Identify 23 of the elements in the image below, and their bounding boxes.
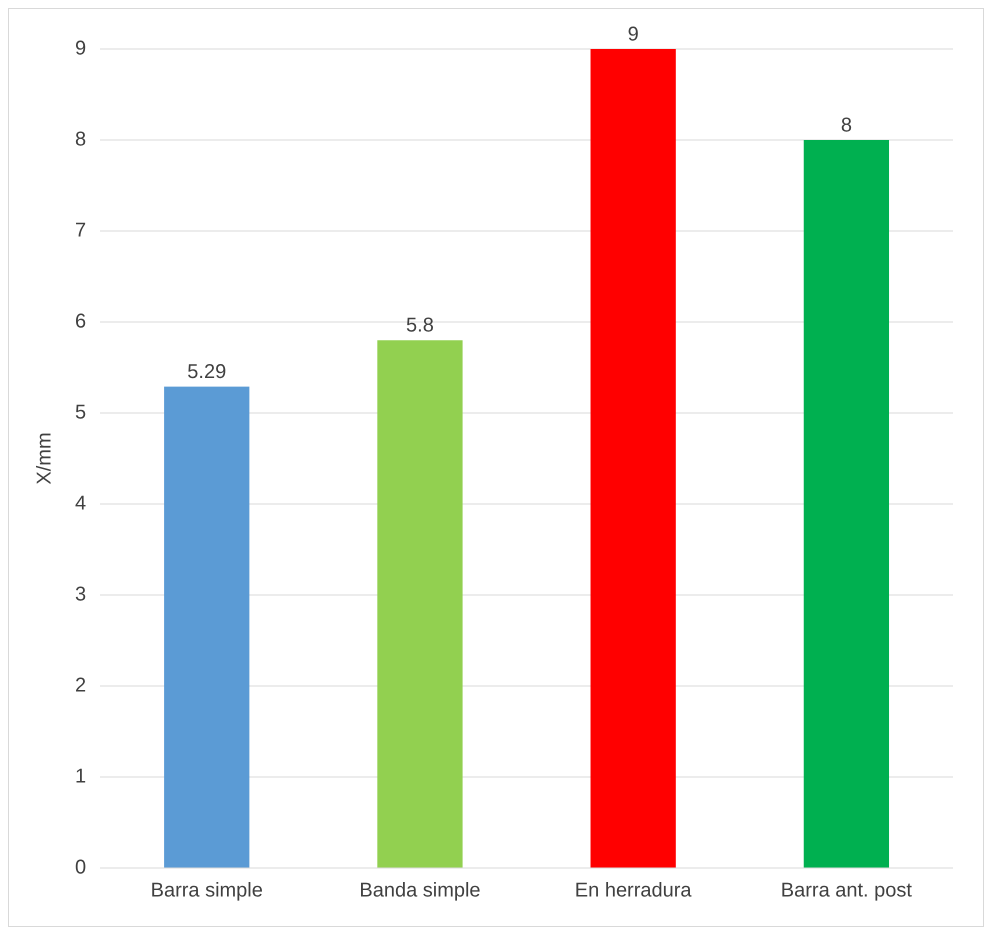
x-tick-label: En herradura: [574, 880, 692, 902]
bar: [377, 340, 463, 868]
data-label: 5.8: [406, 314, 434, 337]
bar: [590, 49, 676, 868]
y-tick-label: 9: [75, 38, 86, 60]
x-tick-label: Barra ant. post: [780, 880, 912, 902]
data-label: 9: [628, 24, 639, 46]
x-tick-label: Banda simple: [359, 880, 481, 902]
bar: [164, 386, 250, 868]
y-tick-label: 0: [75, 856, 86, 879]
y-tick-label: 3: [75, 584, 86, 606]
y-tick-label: 4: [75, 492, 86, 515]
y-axis-title: X/mm: [34, 432, 56, 485]
bar: [804, 140, 890, 868]
y-tick-label: 2: [75, 674, 86, 697]
y-tick-label: 8: [75, 128, 86, 151]
data-label: 5.29: [187, 361, 226, 384]
y-tick-label: 5: [75, 402, 86, 424]
y-tick-label: 1: [75, 766, 86, 788]
x-tick-label: Barra simple: [150, 880, 263, 902]
y-tick-label: 6: [75, 310, 86, 333]
y-tick-label: 7: [75, 220, 86, 242]
data-label: 8: [840, 114, 852, 137]
